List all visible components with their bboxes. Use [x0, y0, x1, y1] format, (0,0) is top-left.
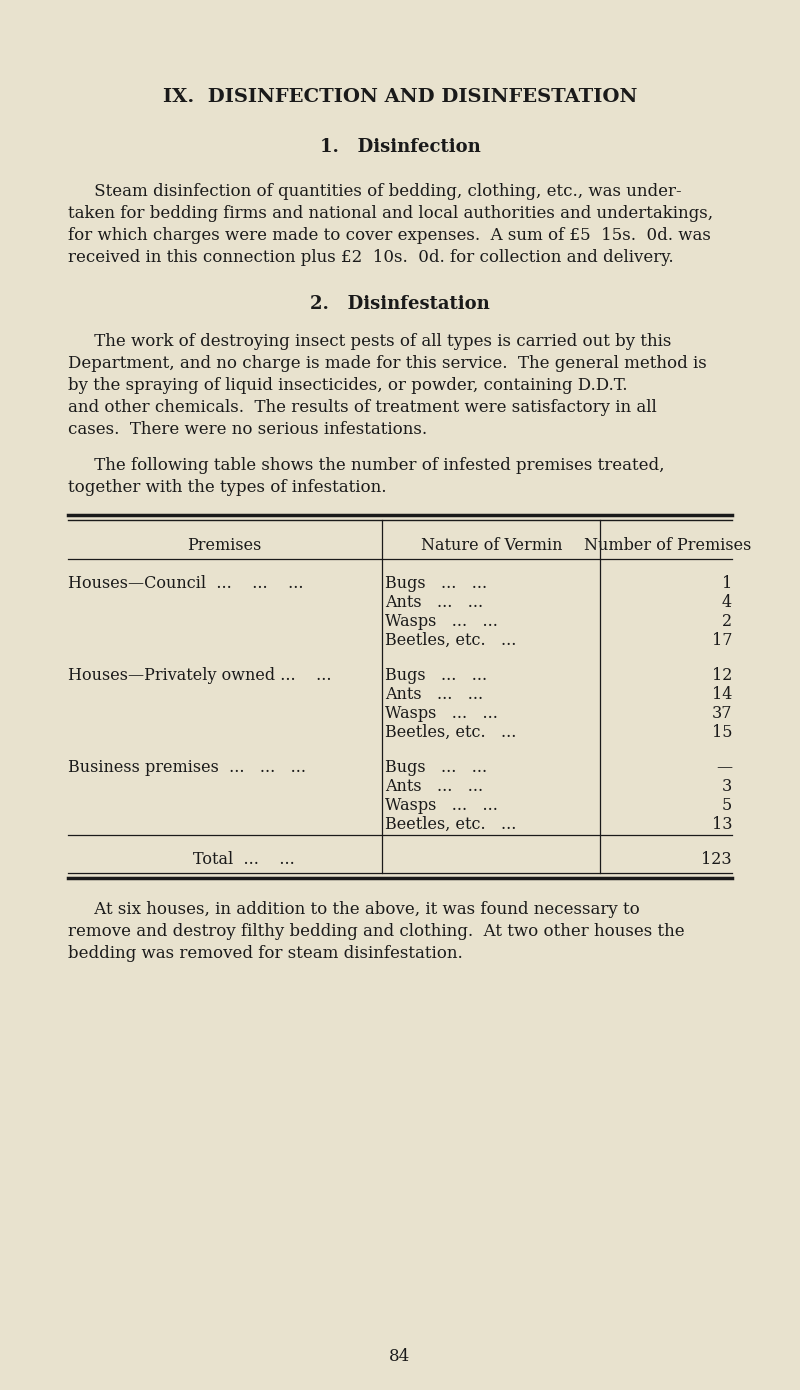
Text: 13: 13 [711, 816, 732, 833]
Text: Wasps   ...   ...: Wasps ... ... [385, 796, 498, 815]
Text: together with the types of infestation.: together with the types of infestation. [68, 480, 386, 496]
Text: Houses—Privately owned ...    ...: Houses—Privately owned ... ... [68, 667, 331, 684]
Text: 12: 12 [712, 667, 732, 684]
Text: Ants   ...   ...: Ants ... ... [385, 687, 483, 703]
Text: 123: 123 [702, 851, 732, 867]
Text: 14: 14 [712, 687, 732, 703]
Text: The work of destroying insect pests of all types is carried out by this: The work of destroying insect pests of a… [68, 334, 671, 350]
Text: 1.   Disinfection: 1. Disinfection [320, 138, 480, 156]
Text: Nature of Vermin: Nature of Vermin [421, 537, 562, 555]
Text: remove and destroy filthy bedding and clothing.  At two other houses the: remove and destroy filthy bedding and cl… [68, 923, 685, 940]
Text: Ants   ...   ...: Ants ... ... [385, 778, 483, 795]
Text: Beetles, etc.   ...: Beetles, etc. ... [385, 724, 516, 741]
Text: 15: 15 [711, 724, 732, 741]
Text: Premises: Premises [187, 537, 261, 555]
Text: 37: 37 [711, 705, 732, 721]
Text: Department, and no charge is made for this service.  The general method is: Department, and no charge is made for th… [68, 354, 706, 373]
Text: taken for bedding firms and national and local authorities and undertakings,: taken for bedding firms and national and… [68, 204, 713, 222]
Text: IX.  DISINFECTION AND DISINFESTATION: IX. DISINFECTION AND DISINFESTATION [163, 88, 637, 106]
Text: 4: 4 [722, 594, 732, 612]
Text: Number of Premises: Number of Premises [584, 537, 751, 555]
Text: Houses—Council  ...    ...    ...: Houses—Council ... ... ... [68, 575, 303, 592]
Text: Beetles, etc.   ...: Beetles, etc. ... [385, 816, 516, 833]
Text: 1: 1 [722, 575, 732, 592]
Text: received in this connection plus £2  10s.  0d. for collection and delivery.: received in this connection plus £2 10s.… [68, 249, 674, 265]
Text: Beetles, etc.   ...: Beetles, etc. ... [385, 632, 516, 649]
Text: Steam disinfection of quantities of bedding, clothing, etc., was under-: Steam disinfection of quantities of bedd… [68, 183, 682, 200]
Text: 2.   Disinfestation: 2. Disinfestation [310, 295, 490, 313]
Text: Ants   ...   ...: Ants ... ... [385, 594, 483, 612]
Text: Bugs   ...   ...: Bugs ... ... [385, 759, 487, 776]
Text: by the spraying of liquid insecticides, or powder, containing D.D.T.: by the spraying of liquid insecticides, … [68, 377, 627, 393]
Text: Wasps   ...   ...: Wasps ... ... [385, 613, 498, 630]
Text: Wasps   ...   ...: Wasps ... ... [385, 705, 498, 721]
Text: —: — [716, 759, 732, 776]
Text: Total  ...    ...: Total ... ... [193, 851, 295, 867]
Text: 84: 84 [390, 1348, 410, 1365]
Text: 17: 17 [711, 632, 732, 649]
Text: 3: 3 [722, 778, 732, 795]
Text: 5: 5 [722, 796, 732, 815]
Text: bedding was removed for steam disinfestation.: bedding was removed for steam disinfesta… [68, 945, 462, 962]
Text: Bugs   ...   ...: Bugs ... ... [385, 575, 487, 592]
Text: for which charges were made to cover expenses.  A sum of £5  15s.  0d. was: for which charges were made to cover exp… [68, 227, 711, 245]
Text: 2: 2 [722, 613, 732, 630]
Text: cases.  There were no serious infestations.: cases. There were no serious infestation… [68, 421, 427, 438]
Text: Business premises  ...   ...   ...: Business premises ... ... ... [68, 759, 306, 776]
Text: The following table shows the number of infested premises treated,: The following table shows the number of … [68, 457, 665, 474]
Text: At six houses, in addition to the above, it was found necessary to: At six houses, in addition to the above,… [68, 901, 640, 917]
Text: Bugs   ...   ...: Bugs ... ... [385, 667, 487, 684]
Text: and other chemicals.  The results of treatment were satisfactory in all: and other chemicals. The results of trea… [68, 399, 657, 416]
